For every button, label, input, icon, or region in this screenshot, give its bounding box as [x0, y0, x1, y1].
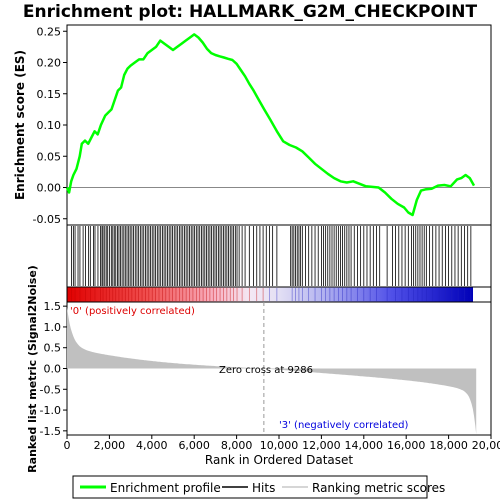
metric-y-tick-label: -1.5	[40, 425, 61, 438]
es-y-tick-label: 0.20	[37, 57, 62, 70]
es-y-tick-label: 0.00	[37, 182, 62, 195]
metric-y-ticks: 1.5 1.0 0.5 0.0 -0.5 -1.0 -1.5	[40, 300, 67, 438]
es-y-tick-label: -0.05	[33, 213, 61, 226]
negative-correlation-label: '3' (negatively correlated)	[279, 420, 408, 431]
es-y-axis-label: Enrichment score (ES)	[13, 50, 27, 200]
legend: Enrichment profile Hits Ranking metric s…	[72, 475, 445, 499]
metric-y-axis-label: Ranked list metric (Signal2Noise)	[26, 265, 39, 473]
es-y-tick-label: 0.05	[37, 150, 62, 163]
color-bar-stripes	[71, 288, 472, 301]
legend-hits: Hits	[252, 481, 275, 495]
x-tick-label: 8,000	[221, 439, 253, 452]
x-tick-label: 4,000	[136, 439, 168, 452]
x-tick-label: 6,000	[178, 439, 210, 452]
x-tick-label: 2,000	[94, 439, 126, 452]
legend-ranking-metric-scores: Ranking metric scores	[312, 481, 445, 495]
x-tick-label: 0	[64, 439, 71, 452]
metric-y-tick-label: -1.0	[40, 404, 61, 417]
metric-y-tick-label: -0.5	[40, 383, 61, 396]
es-y-tick-label: 0.25	[37, 25, 62, 38]
x-axis: 0 2,000 4,000 6,000 8,000 10,000 12,000 14,000 1…	[64, 435, 500, 467]
es-y-tick-label: 0.10	[37, 119, 62, 132]
x-tick-label: 14,000	[345, 439, 384, 452]
metric-y-tick-label: 0.5	[44, 342, 62, 355]
ranking-color-bar	[66, 286, 492, 303]
positive-correlation-label: '0' (positively correlated)	[70, 306, 195, 317]
zero-cross-label: Zero cross at 9286	[219, 365, 313, 376]
es-y-ticks: 0.25 0.20 0.15 0.10 0.05 0.00 -0.05	[33, 25, 67, 226]
hits-panel	[66, 224, 492, 288]
x-tick-label: 16,000	[387, 439, 426, 452]
x-tick-label: 12,000	[302, 439, 341, 452]
x-tick-label: 18,000	[429, 439, 468, 452]
enrichment-score-panel: 0.25 0.20 0.15 0.10 0.05 0.00 -0.05 Enrichment…	[13, 24, 492, 226]
es-y-tick-label: 0.15	[37, 88, 62, 101]
ranked-metric-panel: 1.5 1.0 0.5 0.0 -0.5 -1.0 -1.5 '0' (positively…	[26, 265, 492, 473]
ranked-metric-area	[67, 307, 477, 435]
x-ticks: 0 2,000 4,000 6,000 8,000 10,000 12,000 14,000 1…	[64, 435, 500, 452]
metric-y-tick-label: 1.5	[44, 300, 62, 313]
metric-y-tick-label: 0.0	[44, 363, 62, 376]
hit-lines	[71, 226, 472, 286]
x-tick-label: 10,000	[260, 439, 299, 452]
x-tick-label: 20,000	[472, 439, 500, 452]
x-axis-label: Rank in Ordered Dataset	[205, 453, 353, 467]
es-profile-line	[65, 33, 476, 217]
plot-title: Enrichment plot: HALLMARK_G2M_CHECKPOINT	[23, 2, 478, 22]
legend-enrichment-profile: Enrichment profile	[110, 481, 221, 495]
metric-y-tick-label: 1.0	[44, 321, 62, 334]
